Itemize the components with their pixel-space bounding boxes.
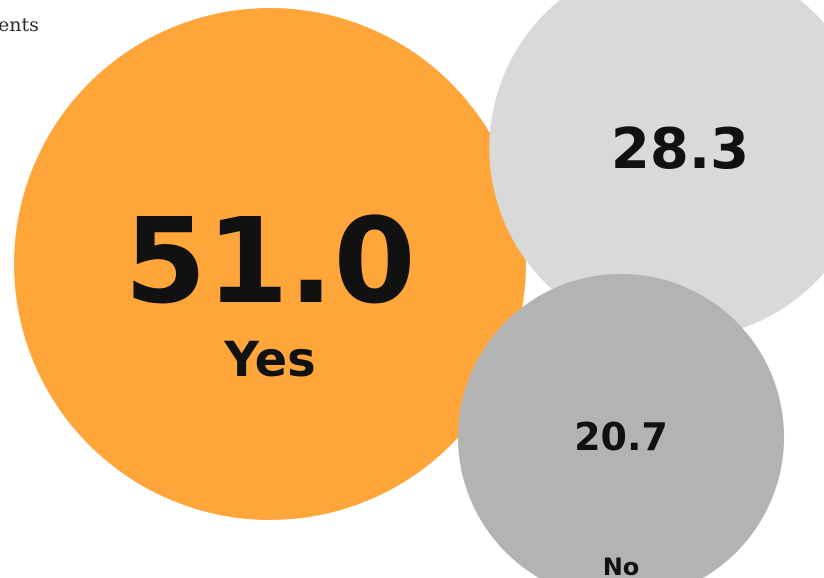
bubble-label-yes: Yes: [223, 332, 315, 388]
bubble-value-yes: 51.0: [124, 192, 415, 330]
bubble-bubble-2: [489, 0, 824, 339]
bubble-value-bubble-2: 28.3: [611, 117, 749, 182]
bubble-value-no: 20.7: [574, 415, 668, 459]
bubble-label-no: No: [603, 553, 640, 578]
bubble-yes: [14, 8, 526, 520]
bubble-no: [457, 273, 785, 578]
caption-fragment: ents: [0, 14, 39, 36]
